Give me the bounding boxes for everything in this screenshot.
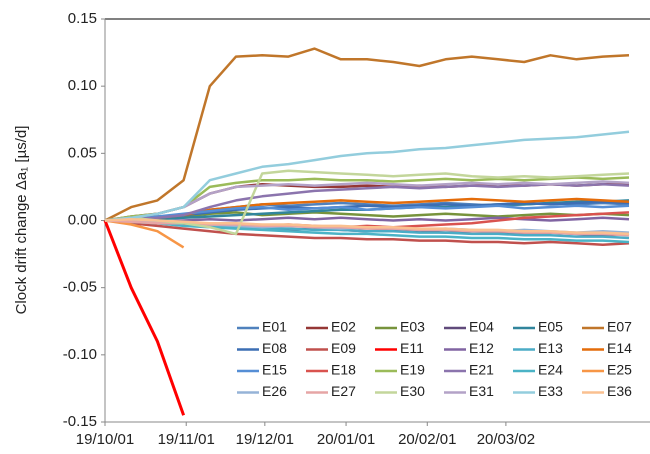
series-line xyxy=(104,217,630,236)
x-tick-label: 20/03/02 xyxy=(477,431,535,448)
y-tick-label: -0.15 xyxy=(63,413,97,430)
legend-label: E15 xyxy=(262,362,287,378)
legend-label: E12 xyxy=(469,340,494,356)
series-line xyxy=(104,130,630,222)
legend-label: E08 xyxy=(262,340,287,356)
legend-label: E07 xyxy=(607,319,632,335)
legend-label: E14 xyxy=(607,340,632,356)
x-tick-label: 19/12/01 xyxy=(236,431,294,448)
x-tick-label: 19/11/01 xyxy=(158,431,215,448)
legend-label: E19 xyxy=(400,362,425,378)
legend-label: E33 xyxy=(538,383,563,399)
legend-label: E05 xyxy=(538,319,563,335)
y-tick-label: -0.05 xyxy=(63,279,97,296)
y-tick-label: -0.10 xyxy=(63,346,97,363)
x-tick-label: 20/02/01 xyxy=(398,431,456,448)
legend-label: E30 xyxy=(400,383,425,399)
series-line xyxy=(104,219,630,246)
legend-label: E31 xyxy=(469,383,494,399)
legend-label: E11 xyxy=(400,340,424,356)
legend-label: E03 xyxy=(400,319,425,335)
legend-label: E04 xyxy=(469,319,494,335)
y-tick-label: 0.15 xyxy=(68,10,97,27)
legend-label: E27 xyxy=(331,383,356,399)
series-line xyxy=(104,47,630,222)
series-line xyxy=(104,219,630,244)
series-line xyxy=(104,219,185,249)
legend-label: E36 xyxy=(607,383,632,399)
x-tick-label: 19/10/01 xyxy=(76,431,134,448)
y-tick-label: 0.10 xyxy=(68,77,97,94)
series-line xyxy=(104,169,630,236)
legend-label: E02 xyxy=(331,319,356,335)
legend-label: E13 xyxy=(538,340,563,356)
series-line xyxy=(104,211,630,222)
legend-label: E18 xyxy=(331,362,356,378)
y-tick-label: 0.00 xyxy=(68,211,97,228)
legend-label: E24 xyxy=(538,362,563,378)
y-axis-title: Clock drift change Δa₁ [µs/d] xyxy=(13,126,30,315)
x-tick-label: 20/01/01 xyxy=(317,431,375,448)
y-tick-label: 0.05 xyxy=(68,144,97,161)
series-line xyxy=(104,176,630,222)
series-line xyxy=(105,216,630,224)
series-line xyxy=(103,219,186,416)
legend-label: E21 xyxy=(469,362,494,378)
series-line xyxy=(104,180,630,222)
legend-label: E09 xyxy=(331,340,356,356)
legend-label: E01 xyxy=(262,319,287,335)
legend-label: E25 xyxy=(607,362,632,378)
legend-label: E26 xyxy=(262,383,287,399)
